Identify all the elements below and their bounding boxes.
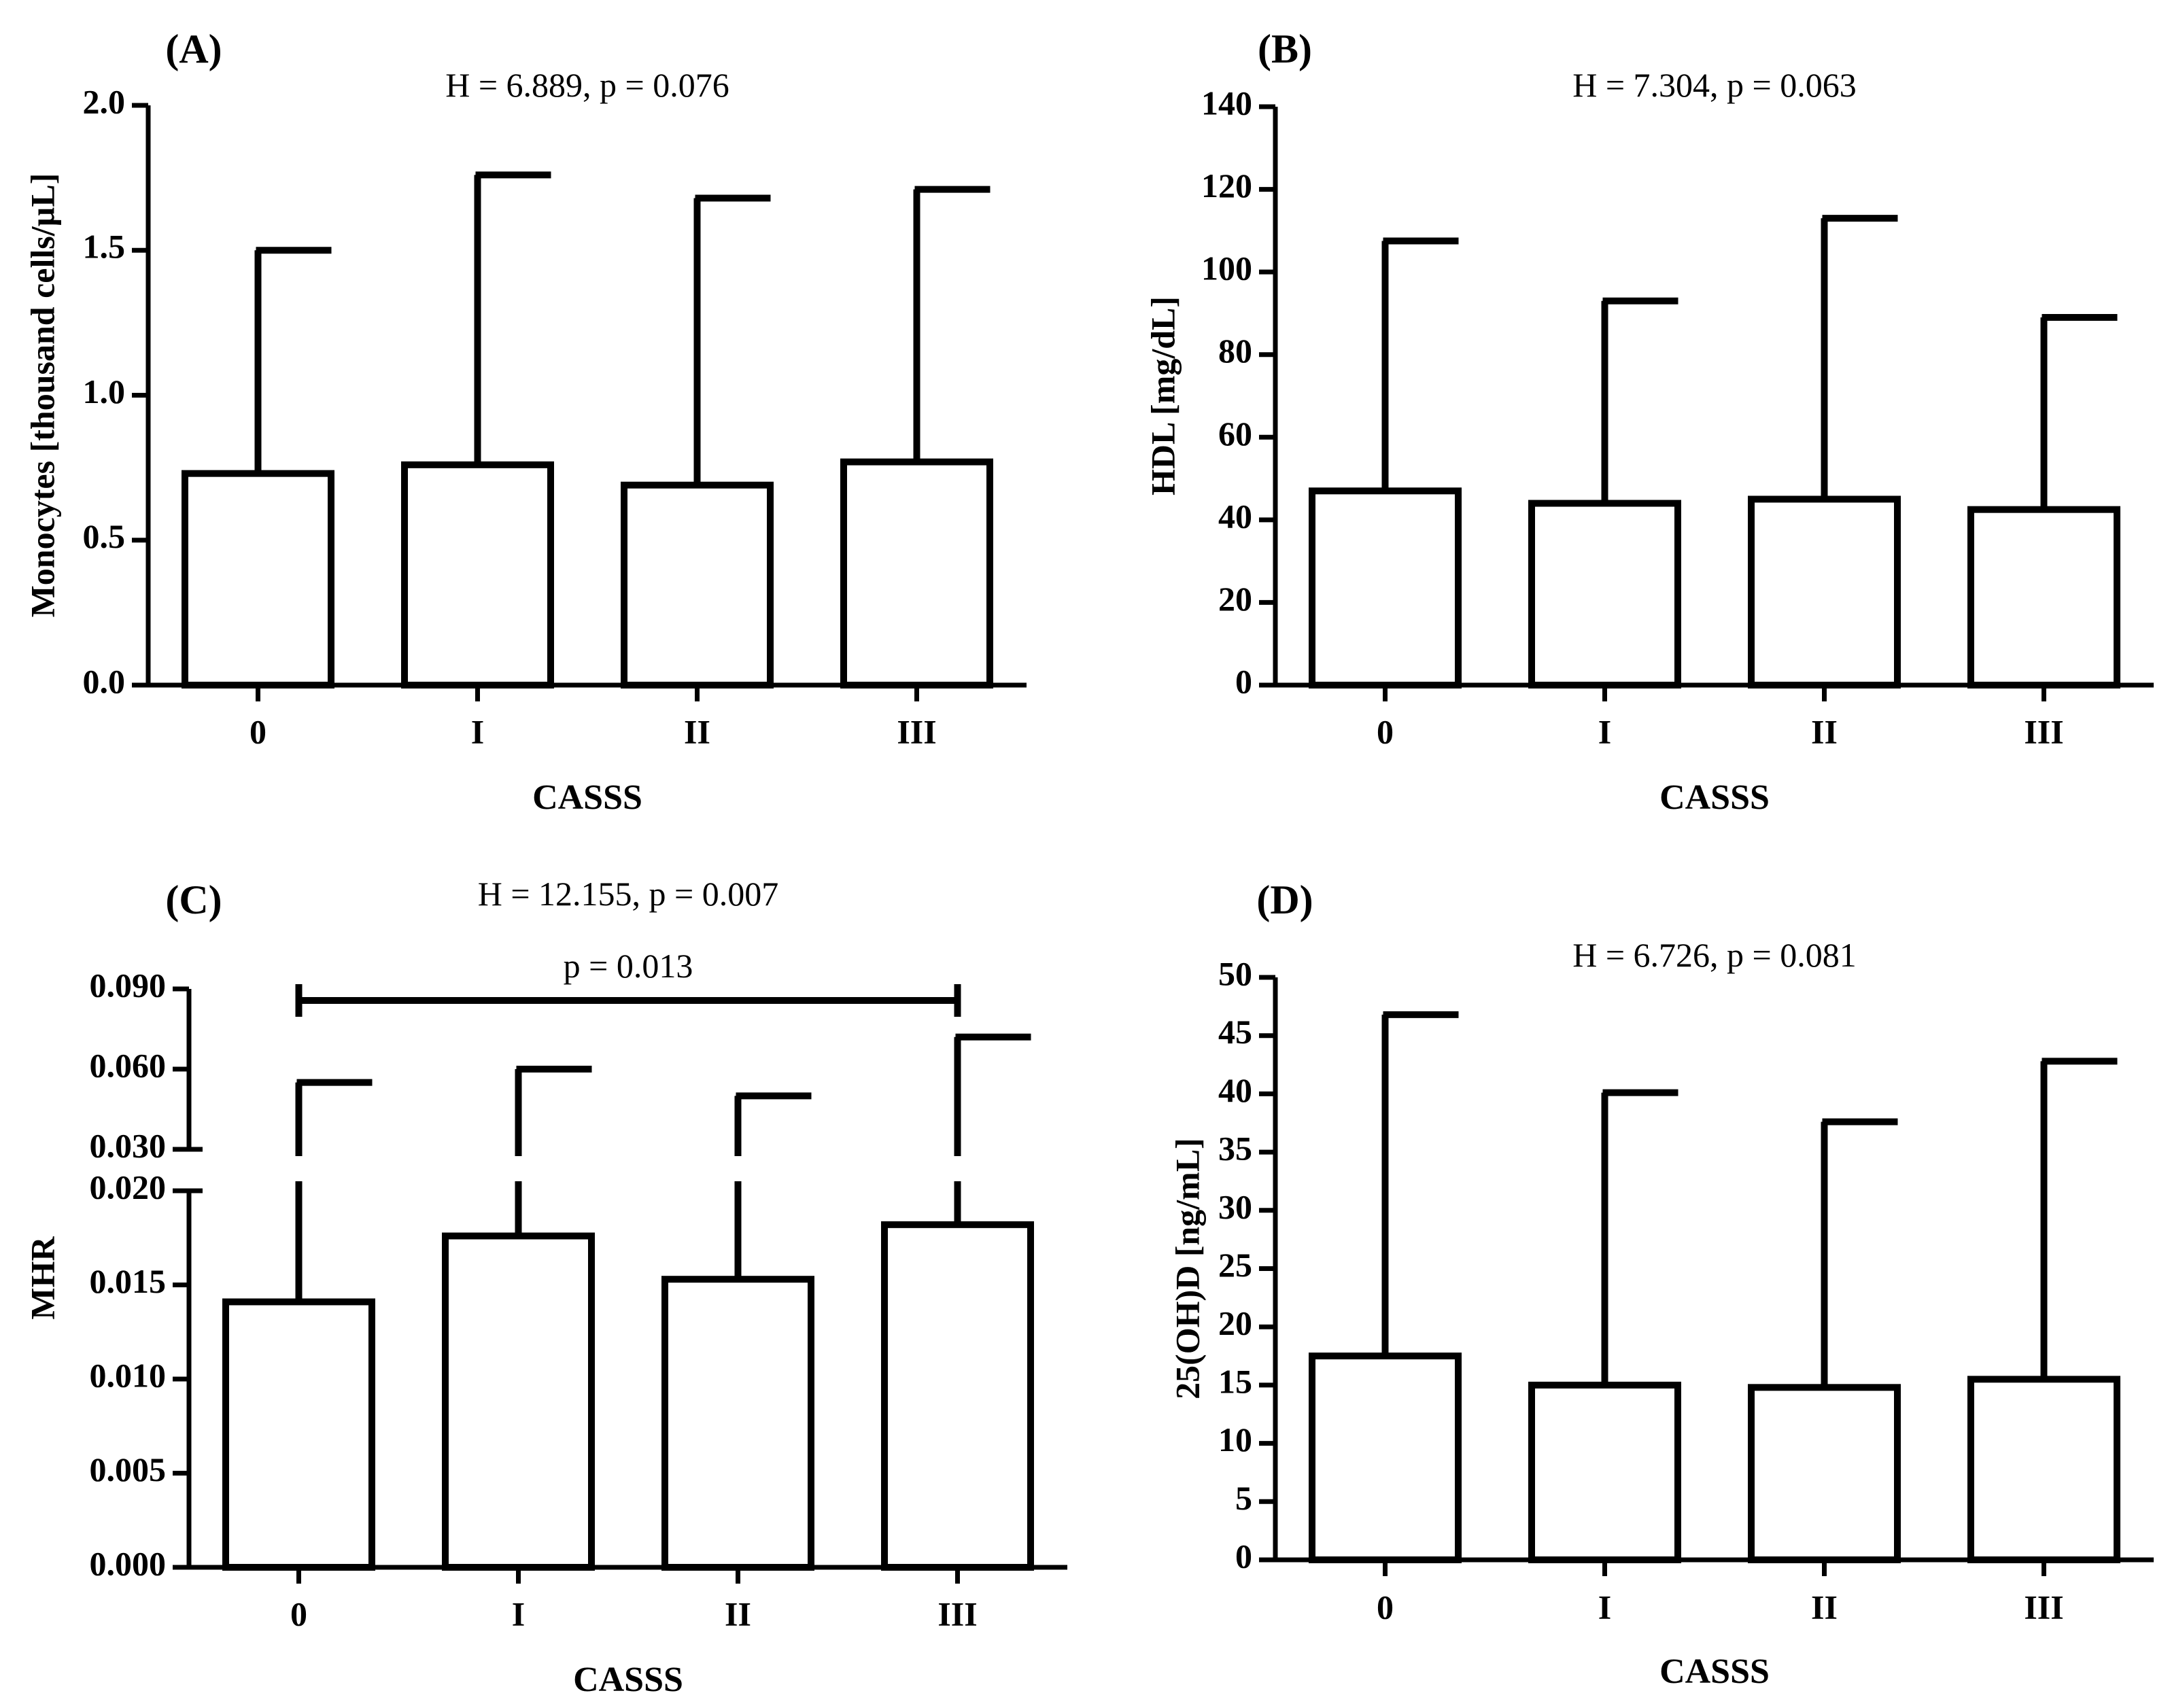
y-axis-title: HDL [mg/dL]	[1143, 296, 1182, 495]
bar-II	[1748, 495, 1901, 689]
panel-label: (B)	[1258, 27, 1312, 71]
bar-I	[1528, 500, 1681, 689]
x-tick-label: 0	[1377, 1588, 1394, 1626]
x-tick-label: II	[1811, 1588, 1838, 1626]
y-tick-label: 20	[1218, 580, 1252, 618]
x-tick-label: II	[684, 712, 710, 750]
bar-0	[182, 470, 334, 689]
x-tick-label: 0	[290, 1594, 307, 1633]
y-axis-title: 25(OH)D [ng/mL]	[1168, 1138, 1206, 1399]
stat-annotation: H = 7.304, p = 0.063	[1572, 66, 1857, 104]
y-axis-title: MHR	[23, 1236, 61, 1320]
y-tick-label: 80	[1218, 332, 1252, 370]
panel-d: (D) H = 6.726, p = 0.081 0 5 10 15 20 25 30 35 40 4…	[1168, 877, 2154, 1691]
x-tick-label: I	[512, 1594, 525, 1633]
y-tick-label: 1.0	[83, 372, 126, 411]
y-tick-label: 45	[1218, 1013, 1252, 1051]
bar-III	[881, 1221, 1034, 1571]
y-tick-label: 0.0	[83, 662, 126, 700]
bar-II	[621, 481, 774, 689]
bar-III	[1967, 1376, 2120, 1563]
x-tick-label: III	[2024, 712, 2063, 750]
x-tick-label: 0	[1377, 712, 1394, 750]
stat-annotation: H = 6.726, p = 0.081	[1572, 936, 1857, 974]
bar-I	[401, 461, 554, 689]
y-tick-label: 40	[1218, 497, 1252, 535]
stat-annotation: H = 6.889, p = 0.076	[445, 66, 729, 104]
bar-0	[222, 1298, 375, 1571]
x-tick-label: III	[2024, 1588, 2063, 1626]
bar-0	[1309, 487, 1462, 689]
y-axis-title: Monocytes [thousand cells/µL]	[23, 173, 61, 618]
bar-I	[442, 1232, 595, 1571]
significance-bracket: p = 0.013	[295, 947, 961, 1017]
bars	[1309, 215, 2120, 689]
y-tick-label: 2.0	[83, 82, 126, 120]
y-tick-label: 30	[1218, 1187, 1252, 1225]
x-axis-title: CASSS	[532, 778, 642, 817]
y-tick-label: 0	[1235, 1537, 1252, 1575]
y-tick-label: 1.5	[83, 228, 126, 266]
x-axis-title: CASSS	[1659, 778, 1770, 817]
panel-b: (B) H = 7.304, p = 0.063 0 20 40 60 80 100 120 14…	[1143, 27, 2154, 817]
bar-III	[840, 458, 993, 689]
y-tick-label: 15	[1218, 1362, 1252, 1400]
y-tick-label: 0.010	[90, 1356, 167, 1394]
x-axis-title: CASSS	[573, 1660, 683, 1699]
bar-0	[1309, 1353, 1462, 1564]
bar-I	[1528, 1381, 1681, 1564]
y-tick-label: 5	[1235, 1479, 1252, 1517]
axes: 0.000 0.005 0.010 0.015 0.020 0.030 0.060 0.090…	[90, 966, 1067, 1633]
panel-label: (A)	[165, 27, 222, 71]
y-tick-label: 140	[1201, 84, 1252, 122]
panel-label: (C)	[165, 877, 222, 922]
y-tick-label: 0.060	[90, 1046, 167, 1084]
y-tick-label: 0	[1235, 662, 1252, 700]
stat-annotation: H = 12.155, p = 0.007	[478, 875, 779, 913]
y-tick-label: 120	[1201, 167, 1252, 205]
y-tick-label: 0.000	[90, 1544, 167, 1582]
y-tick-label: 0.090	[90, 966, 167, 1004]
x-tick-label: II	[725, 1594, 751, 1633]
y-tick-label: 10	[1218, 1421, 1252, 1459]
bar-II	[661, 1276, 814, 1571]
panel-c: (C) H = 12.155, p = 0.0070.0000.0050.0100…	[23, 875, 1067, 1699]
panel-a: (A) H = 6.889, p = 0.076 0.0 0.5 1.0 1.5 2.0 0 I…	[23, 27, 1027, 817]
x-tick-label: I	[471, 712, 484, 750]
bars	[1309, 1011, 2120, 1564]
y-tick-label: 50	[1218, 954, 1252, 992]
y-tick-label: 20	[1218, 1304, 1252, 1342]
x-tick-label: III	[897, 712, 936, 750]
y-tick-label: 0.030	[90, 1126, 167, 1164]
y-tick-label: 35	[1218, 1130, 1252, 1168]
y-tick-label: 0.5	[83, 517, 126, 555]
y-tick-label: 40	[1218, 1071, 1252, 1109]
y-tick-label: 0.020	[90, 1168, 167, 1206]
y-tick-label: 25	[1218, 1246, 1252, 1284]
x-tick-label: 0	[249, 712, 266, 750]
x-tick-label: II	[1811, 712, 1838, 750]
bars	[222, 1033, 1034, 1571]
y-tick-label: 100	[1201, 249, 1252, 287]
y-tick-label: 0.015	[90, 1262, 167, 1300]
bar-III	[1967, 506, 2120, 689]
y-tick-label: 0.005	[90, 1450, 167, 1488]
comparison-p-value: p = 0.013	[564, 947, 693, 985]
bars	[182, 171, 993, 689]
x-axis-title: CASSS	[1659, 1652, 1770, 1691]
x-tick-label: I	[1598, 1588, 1611, 1626]
x-tick-label: I	[1598, 712, 1611, 750]
bar-II	[1748, 1384, 1901, 1563]
panel-label: (D)	[1256, 877, 1313, 922]
x-tick-label: III	[937, 1594, 977, 1633]
y-tick-label: 60	[1218, 415, 1252, 453]
